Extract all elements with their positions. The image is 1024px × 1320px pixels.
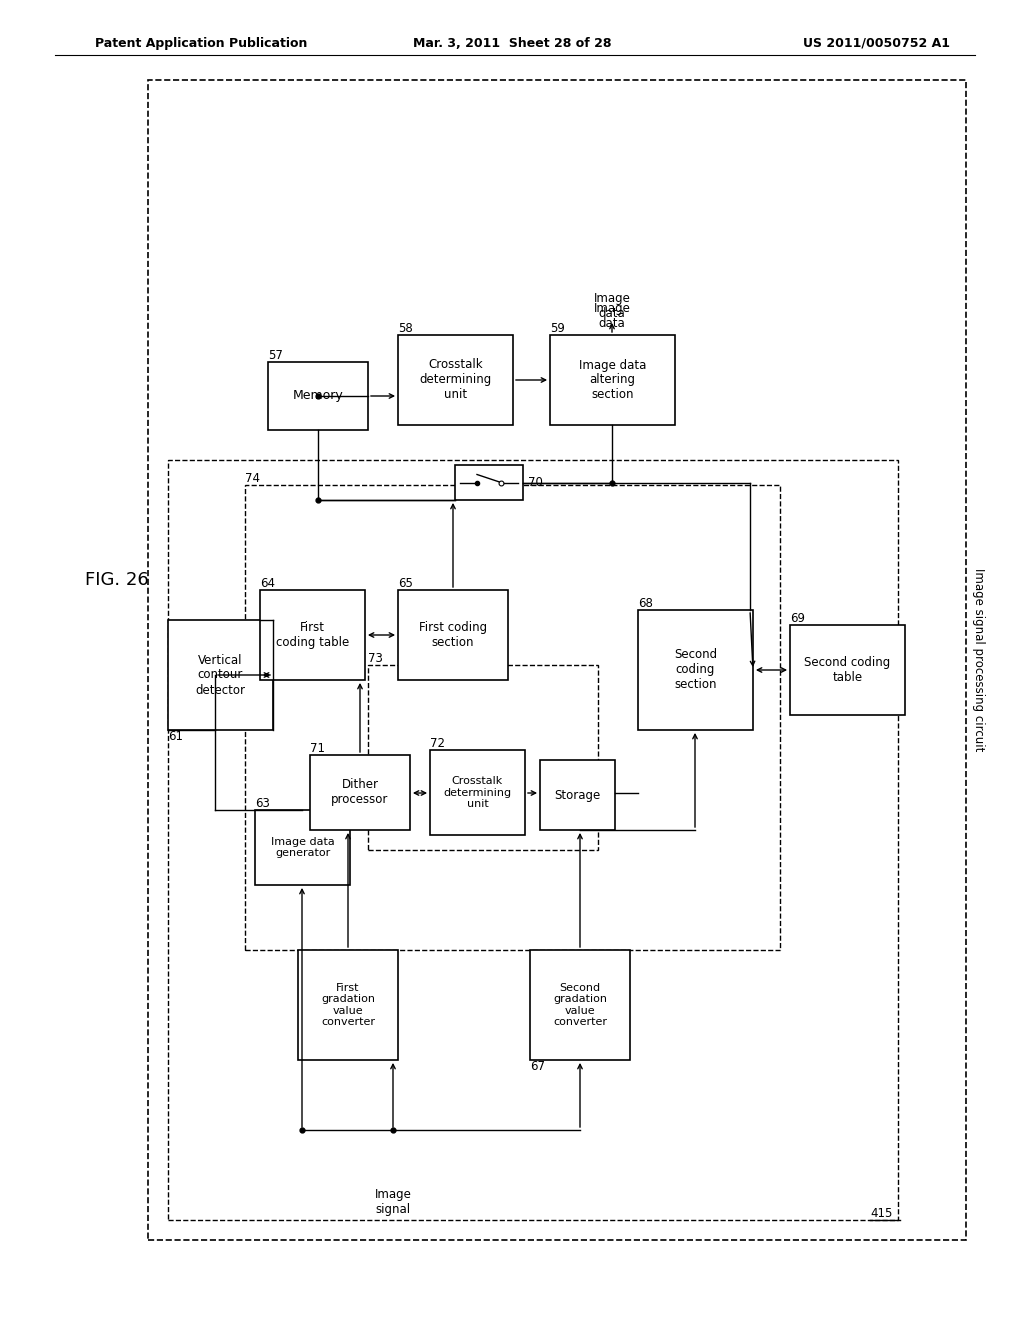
Text: First coding
section: First coding section xyxy=(419,620,487,649)
Text: FIG. 26: FIG. 26 xyxy=(85,572,148,589)
Bar xyxy=(398,590,508,680)
Text: Patent Application Publication: Patent Application Publication xyxy=(95,37,307,50)
Bar xyxy=(790,624,905,715)
Text: 58: 58 xyxy=(398,322,413,335)
Text: Image signal processing circuit: Image signal processing circuit xyxy=(972,569,984,751)
Bar xyxy=(455,465,523,500)
Bar xyxy=(298,950,398,1060)
Text: 65: 65 xyxy=(398,577,413,590)
Bar xyxy=(540,760,615,830)
Text: US 2011/0050752 A1: US 2011/0050752 A1 xyxy=(803,37,950,50)
Text: Crosstalk
determining
unit: Crosstalk determining unit xyxy=(420,359,492,401)
Text: 68: 68 xyxy=(638,597,653,610)
Bar xyxy=(550,335,675,425)
Text: Vertical
contour
detector: Vertical contour detector xyxy=(196,653,246,697)
Text: First
gradation
value
converter: First gradation value converter xyxy=(321,982,375,1027)
Bar xyxy=(530,950,630,1060)
Bar xyxy=(430,750,525,836)
Bar xyxy=(255,810,350,884)
Bar xyxy=(168,459,898,1220)
Bar xyxy=(260,590,365,680)
Bar xyxy=(398,335,513,425)
Text: 73: 73 xyxy=(368,652,383,665)
Text: 64: 64 xyxy=(260,577,275,590)
Text: Second
gradation
value
converter: Second gradation value converter xyxy=(553,982,607,1027)
Text: Image
data: Image data xyxy=(594,292,631,319)
Text: Image data
generator: Image data generator xyxy=(270,837,335,858)
Text: Crosstalk
determining
unit: Crosstalk determining unit xyxy=(443,776,512,809)
Text: 61: 61 xyxy=(168,730,183,743)
Text: 70: 70 xyxy=(528,477,543,488)
Bar xyxy=(168,620,273,730)
Text: 67: 67 xyxy=(530,1060,545,1073)
Text: 69: 69 xyxy=(790,612,805,624)
Text: 59: 59 xyxy=(550,322,565,335)
Text: Dither
processor: Dither processor xyxy=(332,779,389,807)
Bar xyxy=(148,81,966,1239)
Text: Mar. 3, 2011  Sheet 28 of 28: Mar. 3, 2011 Sheet 28 of 28 xyxy=(413,37,611,50)
Text: Memory: Memory xyxy=(293,389,343,403)
Text: Second coding
table: Second coding table xyxy=(805,656,891,684)
Text: 415: 415 xyxy=(870,1206,892,1220)
Text: Image
signal: Image signal xyxy=(375,1188,412,1216)
Bar xyxy=(638,610,753,730)
Text: 74: 74 xyxy=(245,473,260,484)
Text: Image data
altering
section: Image data altering section xyxy=(579,359,646,401)
Text: Image
data: Image data xyxy=(594,302,631,330)
Bar xyxy=(310,755,410,830)
Bar xyxy=(368,665,598,850)
Text: Storage: Storage xyxy=(554,788,601,801)
Bar xyxy=(245,484,780,950)
Text: 71: 71 xyxy=(310,742,325,755)
Text: 57: 57 xyxy=(268,348,283,362)
Bar xyxy=(268,362,368,430)
Text: 72: 72 xyxy=(430,737,445,750)
Text: Second
coding
section: Second coding section xyxy=(674,648,717,692)
Text: First
coding table: First coding table xyxy=(275,620,349,649)
Text: 63: 63 xyxy=(255,797,270,810)
